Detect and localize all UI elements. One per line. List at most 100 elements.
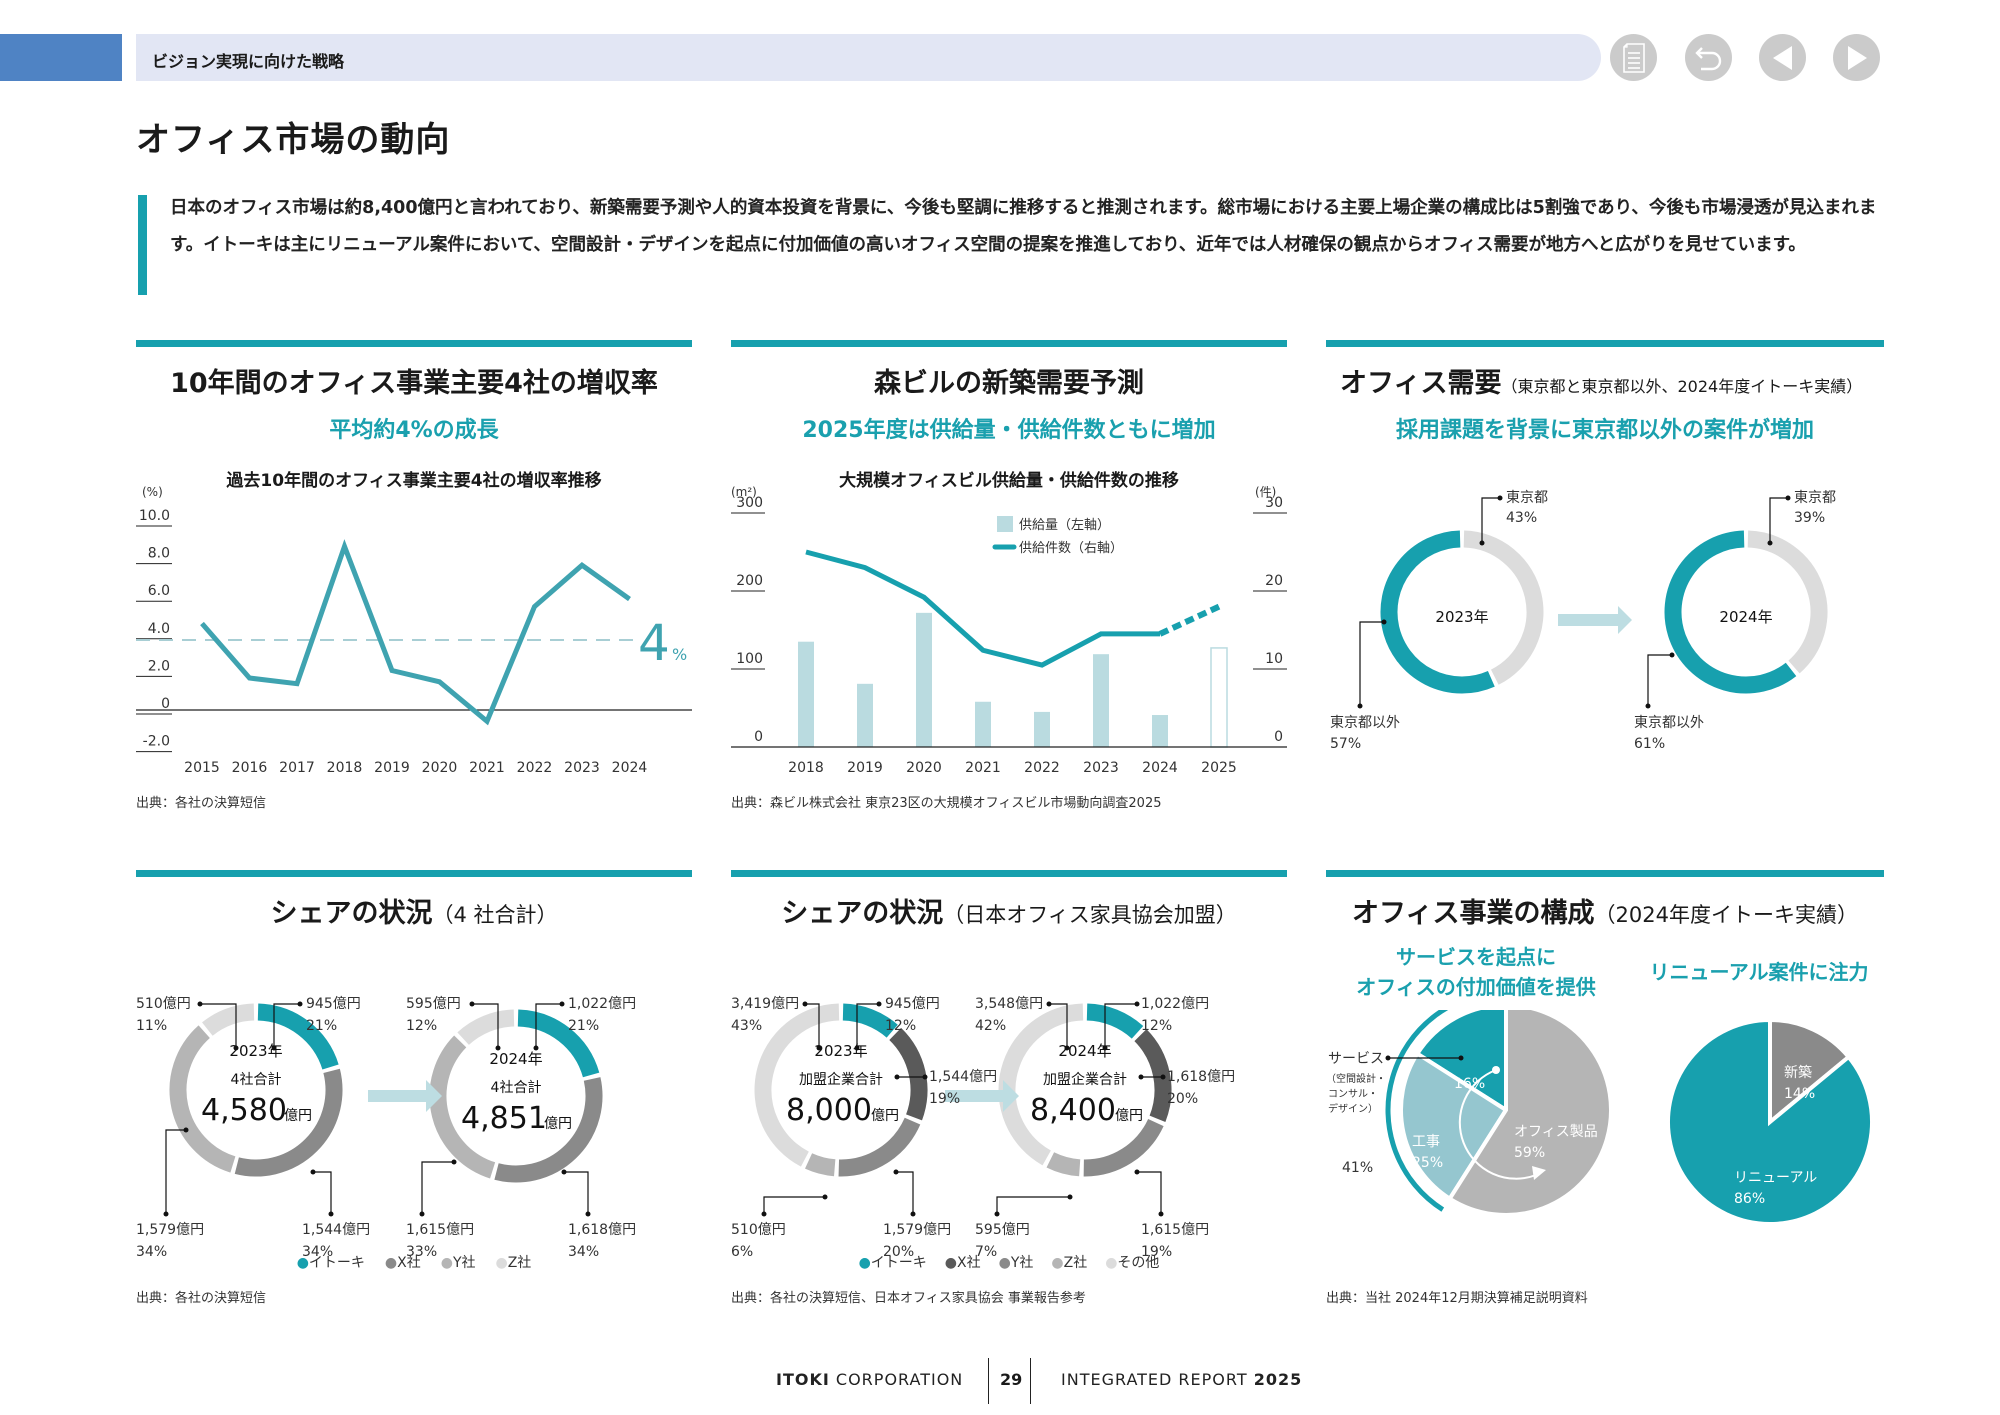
section-title-paren: （東京都と東京都以外、2024年度イトーキ実績） — [1501, 377, 1863, 396]
next-page-icon — [1847, 45, 1867, 70]
donut-segment — [1380, 530, 1495, 694]
demand-section: オフィス需要（東京都と東京都以外、2024年度イトーキ実績） 採用課題を背景に東… — [1326, 340, 1884, 444]
svg-text:1,544億円: 1,544億円 — [302, 1222, 370, 1238]
donut-segment — [202, 1003, 255, 1036]
svg-text:億円: 億円 — [871, 1108, 899, 1124]
svg-text:2023年: 2023年 — [229, 1042, 282, 1060]
section-title: オフィス事業の構成（2024年度イトーキ実績） — [1326, 891, 1884, 930]
donut-segment — [842, 1003, 898, 1038]
next-page-button[interactable] — [1833, 34, 1880, 81]
back-button[interactable] — [1685, 34, 1732, 81]
svg-text:2020: 2020 — [422, 760, 458, 776]
svg-text:595億円: 595億円 — [975, 1222, 1030, 1238]
svg-text:2021: 2021 — [469, 760, 505, 776]
svg-text:43%: 43% — [1506, 510, 1537, 526]
svg-text:2.0: 2.0 — [148, 658, 170, 674]
section-title-main: シェアの状況 — [270, 898, 433, 929]
svg-text:東京都以外: 東京都以外 — [1330, 715, 1400, 731]
source-note: 出典：各社の決算短信 — [136, 1291, 267, 1306]
svg-text:21%: 21% — [306, 1018, 337, 1034]
section-title-main: オフィス事業の構成 — [1352, 898, 1595, 929]
pie-slice — [1399, 1050, 1509, 1202]
svg-text:43%: 43% — [731, 1018, 762, 1034]
svg-text:12%: 12% — [1141, 1018, 1172, 1034]
svg-text:8.0: 8.0 — [148, 546, 170, 562]
svg-text:1,579億円: 1,579億円 — [883, 1222, 951, 1238]
svg-text:1,618億円: 1,618億円 — [568, 1222, 636, 1238]
share-all-donut-charts: 2023年 加盟企業合計 8,000 億円 2024年 加盟企業合計 8,400… — [731, 996, 1235, 1260]
left-axis-unit: (m²) — [731, 485, 757, 499]
legend-item: ●イトーキ — [858, 1255, 927, 1271]
svg-text:0: 0 — [161, 696, 170, 712]
svg-text:8,400: 8,400 — [1030, 1093, 1116, 1128]
donut-center-label: 2024年 — [1719, 608, 1772, 626]
composition-right-subtitle: リニューアル案件に注力 — [1649, 960, 1869, 984]
svg-text:2024年: 2024年 — [1058, 1042, 1111, 1060]
prev-page-icon — [1772, 45, 1792, 70]
svg-text:25%: 25% — [1412, 1155, 1443, 1171]
donut-segment — [234, 1068, 343, 1177]
svg-text:デザイン）: デザイン） — [1328, 1102, 1378, 1115]
bar — [1152, 715, 1168, 747]
donut-center-label: 2023年 — [1435, 608, 1488, 626]
donut-segment — [838, 1117, 921, 1177]
legend-item: ●Z社 — [1051, 1255, 1088, 1271]
svg-text:2022: 2022 — [1024, 760, 1060, 776]
footer-report: INTEGRATED REPORT 2025 — [1061, 1370, 1303, 1389]
svg-text:2017: 2017 — [279, 760, 315, 776]
svg-text:工事: 工事 — [1412, 1134, 1440, 1150]
svg-text:34%: 34% — [136, 1244, 167, 1260]
y-axis-unit: (%) — [142, 485, 163, 499]
legend-item: ●イトーキ — [296, 1255, 365, 1271]
svg-text:億円: 億円 — [284, 1108, 312, 1124]
svg-text:14%: 14% — [1784, 1086, 1815, 1102]
composition-left-subtitle: サービスを起点に オフィスの付加価値を提供 — [1356, 945, 1596, 999]
svg-text:6.0: 6.0 — [148, 583, 170, 599]
svg-text:41%: 41% — [1342, 1160, 1373, 1176]
legend-line-label: 供給件数（右軸） — [1019, 541, 1123, 556]
legend-item: ●X社 — [944, 1255, 981, 1271]
svg-text:新築: 新築 — [1784, 1065, 1812, 1081]
svg-text:61%: 61% — [1634, 736, 1665, 752]
donut-segment — [494, 1077, 603, 1183]
donut-segment — [169, 1025, 236, 1173]
donut-segment — [998, 1003, 1084, 1166]
section-color-tab — [0, 34, 122, 81]
legend-bar-label: 供給量（左軸） — [1019, 518, 1110, 533]
donut-segment — [754, 1003, 840, 1167]
donut-segment — [257, 1003, 339, 1070]
section-subtitle: 2025年度は供給量・供給件数ともに増加 — [802, 418, 1216, 443]
svg-text:1,579億円: 1,579億円 — [136, 1222, 204, 1238]
composition-section: オフィス事業の構成（2024年度イトーキ実績） — [1326, 870, 1884, 930]
intro-accent-bar — [138, 195, 147, 295]
chart-title: 過去10年間のオフィス事業主要4社の増収率推移 — [226, 471, 602, 491]
svg-text:0: 0 — [1274, 729, 1283, 745]
return-icon — [1694, 46, 1721, 70]
prev-page-button[interactable] — [1759, 34, 1806, 81]
svg-text:コンサル・: コンサル・ — [1328, 1088, 1378, 1100]
svg-text:16%: 16% — [1454, 1076, 1485, 1092]
svg-text:2018: 2018 — [788, 760, 824, 776]
svg-text:2018: 2018 — [327, 760, 363, 776]
donut-segment — [1083, 1118, 1164, 1177]
svg-text:39%: 39% — [1794, 510, 1825, 526]
supply-bar-line-chart: (m²) (件) 0 100 200 300 0 10 20 30 2018 2019 2020 2… — [731, 485, 1287, 776]
section-title: 森ビルの新築需要予測 — [874, 368, 1144, 399]
footer-divider — [1030, 1358, 1031, 1404]
table-of-contents-button[interactable] — [1610, 34, 1657, 81]
section-title: オフィス需要（東京都と東京都以外、2024年度イトーキ実績） — [1326, 361, 1884, 400]
svg-text:2023年: 2023年 — [814, 1042, 867, 1060]
svg-text:510億円: 510億円 — [731, 1222, 786, 1238]
svg-text:東京都: 東京都 — [1794, 490, 1836, 506]
legend-item: ●X社 — [384, 1255, 421, 1271]
svg-text:オフィス製品: オフィス製品 — [1514, 1124, 1598, 1140]
legend-item: ●Y社 — [440, 1255, 476, 1271]
svg-text:4社合計: 4社合計 — [491, 1080, 542, 1096]
svg-text:945億円: 945億円 — [306, 996, 361, 1012]
intro-paragraph: 日本のオフィス市場は約8,400億円と言われており、新築需要予測や人的資本投資を… — [170, 198, 1877, 255]
svg-text:2024: 2024 — [1142, 760, 1178, 776]
page-footer: ITOKI CORPORATION 29 INTEGRATED REPORT 2… — [0, 1358, 2000, 1404]
demand-donut-charts: 2023年 2024年 東京都 43% 東京都以外 57% 東京都 39% 東京… — [1330, 490, 1836, 752]
svg-text:1,544億円: 1,544億円 — [929, 1069, 997, 1085]
svg-text:0: 0 — [754, 729, 763, 745]
